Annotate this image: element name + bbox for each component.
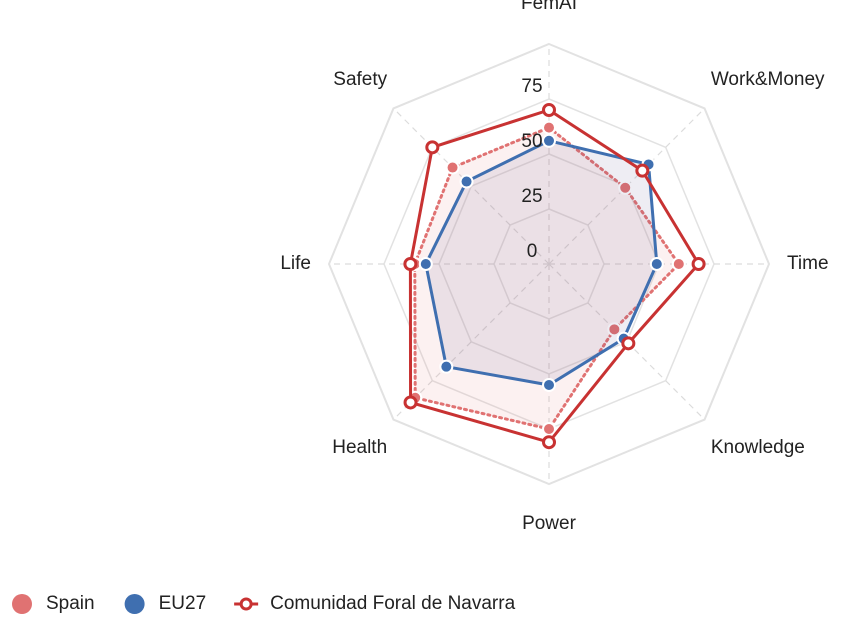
category-label: Life bbox=[280, 253, 311, 274]
category-label: Time bbox=[787, 253, 829, 274]
data-point bbox=[621, 336, 636, 351]
tick-label: 0 bbox=[527, 241, 538, 262]
tick-label: 25 bbox=[521, 186, 542, 207]
series bbox=[407, 120, 686, 436]
legend-swatch bbox=[124, 594, 145, 614]
tick-label: 75 bbox=[521, 76, 542, 97]
category-label: Knowledge bbox=[711, 437, 805, 458]
series bbox=[418, 133, 664, 392]
data-point bbox=[542, 435, 556, 450]
category-label: Health bbox=[332, 437, 387, 458]
category-label: Safety bbox=[333, 69, 387, 90]
data-point bbox=[607, 322, 622, 337]
data-point bbox=[542, 378, 556, 392]
data-point bbox=[691, 257, 706, 271]
data-point bbox=[403, 257, 418, 271]
legend-label: EU27 bbox=[159, 593, 207, 614]
data-point bbox=[542, 422, 556, 436]
data-point bbox=[403, 395, 418, 410]
data-point bbox=[542, 133, 556, 148]
data-point bbox=[542, 103, 556, 117]
legend-label: Comunidad Foral de Navarra bbox=[270, 593, 515, 614]
data-point bbox=[439, 359, 454, 374]
data-point bbox=[445, 160, 460, 175]
data-point bbox=[542, 120, 556, 135]
category-label: Power bbox=[522, 513, 577, 534]
data-point bbox=[459, 174, 474, 189]
data-point bbox=[425, 140, 440, 155]
legend-label: Spain bbox=[46, 593, 95, 614]
tick-label: 50 bbox=[521, 131, 542, 152]
legend: Spain EU27 Comunidad Foral de Navarra bbox=[12, 593, 516, 614]
category-label: FemAI bbox=[521, 0, 577, 14]
grid-ring bbox=[327, 42, 771, 486]
category-label: Work&Money bbox=[711, 69, 825, 90]
data-point bbox=[418, 257, 433, 271]
data-point bbox=[635, 163, 650, 178]
legend-swatch bbox=[239, 597, 253, 611]
data-point bbox=[649, 257, 664, 271]
data-point bbox=[618, 180, 633, 195]
spoke bbox=[548, 108, 705, 265]
legend-swatch bbox=[12, 594, 32, 614]
spoke bbox=[393, 263, 550, 420]
series bbox=[403, 103, 706, 450]
data-point bbox=[671, 257, 686, 271]
